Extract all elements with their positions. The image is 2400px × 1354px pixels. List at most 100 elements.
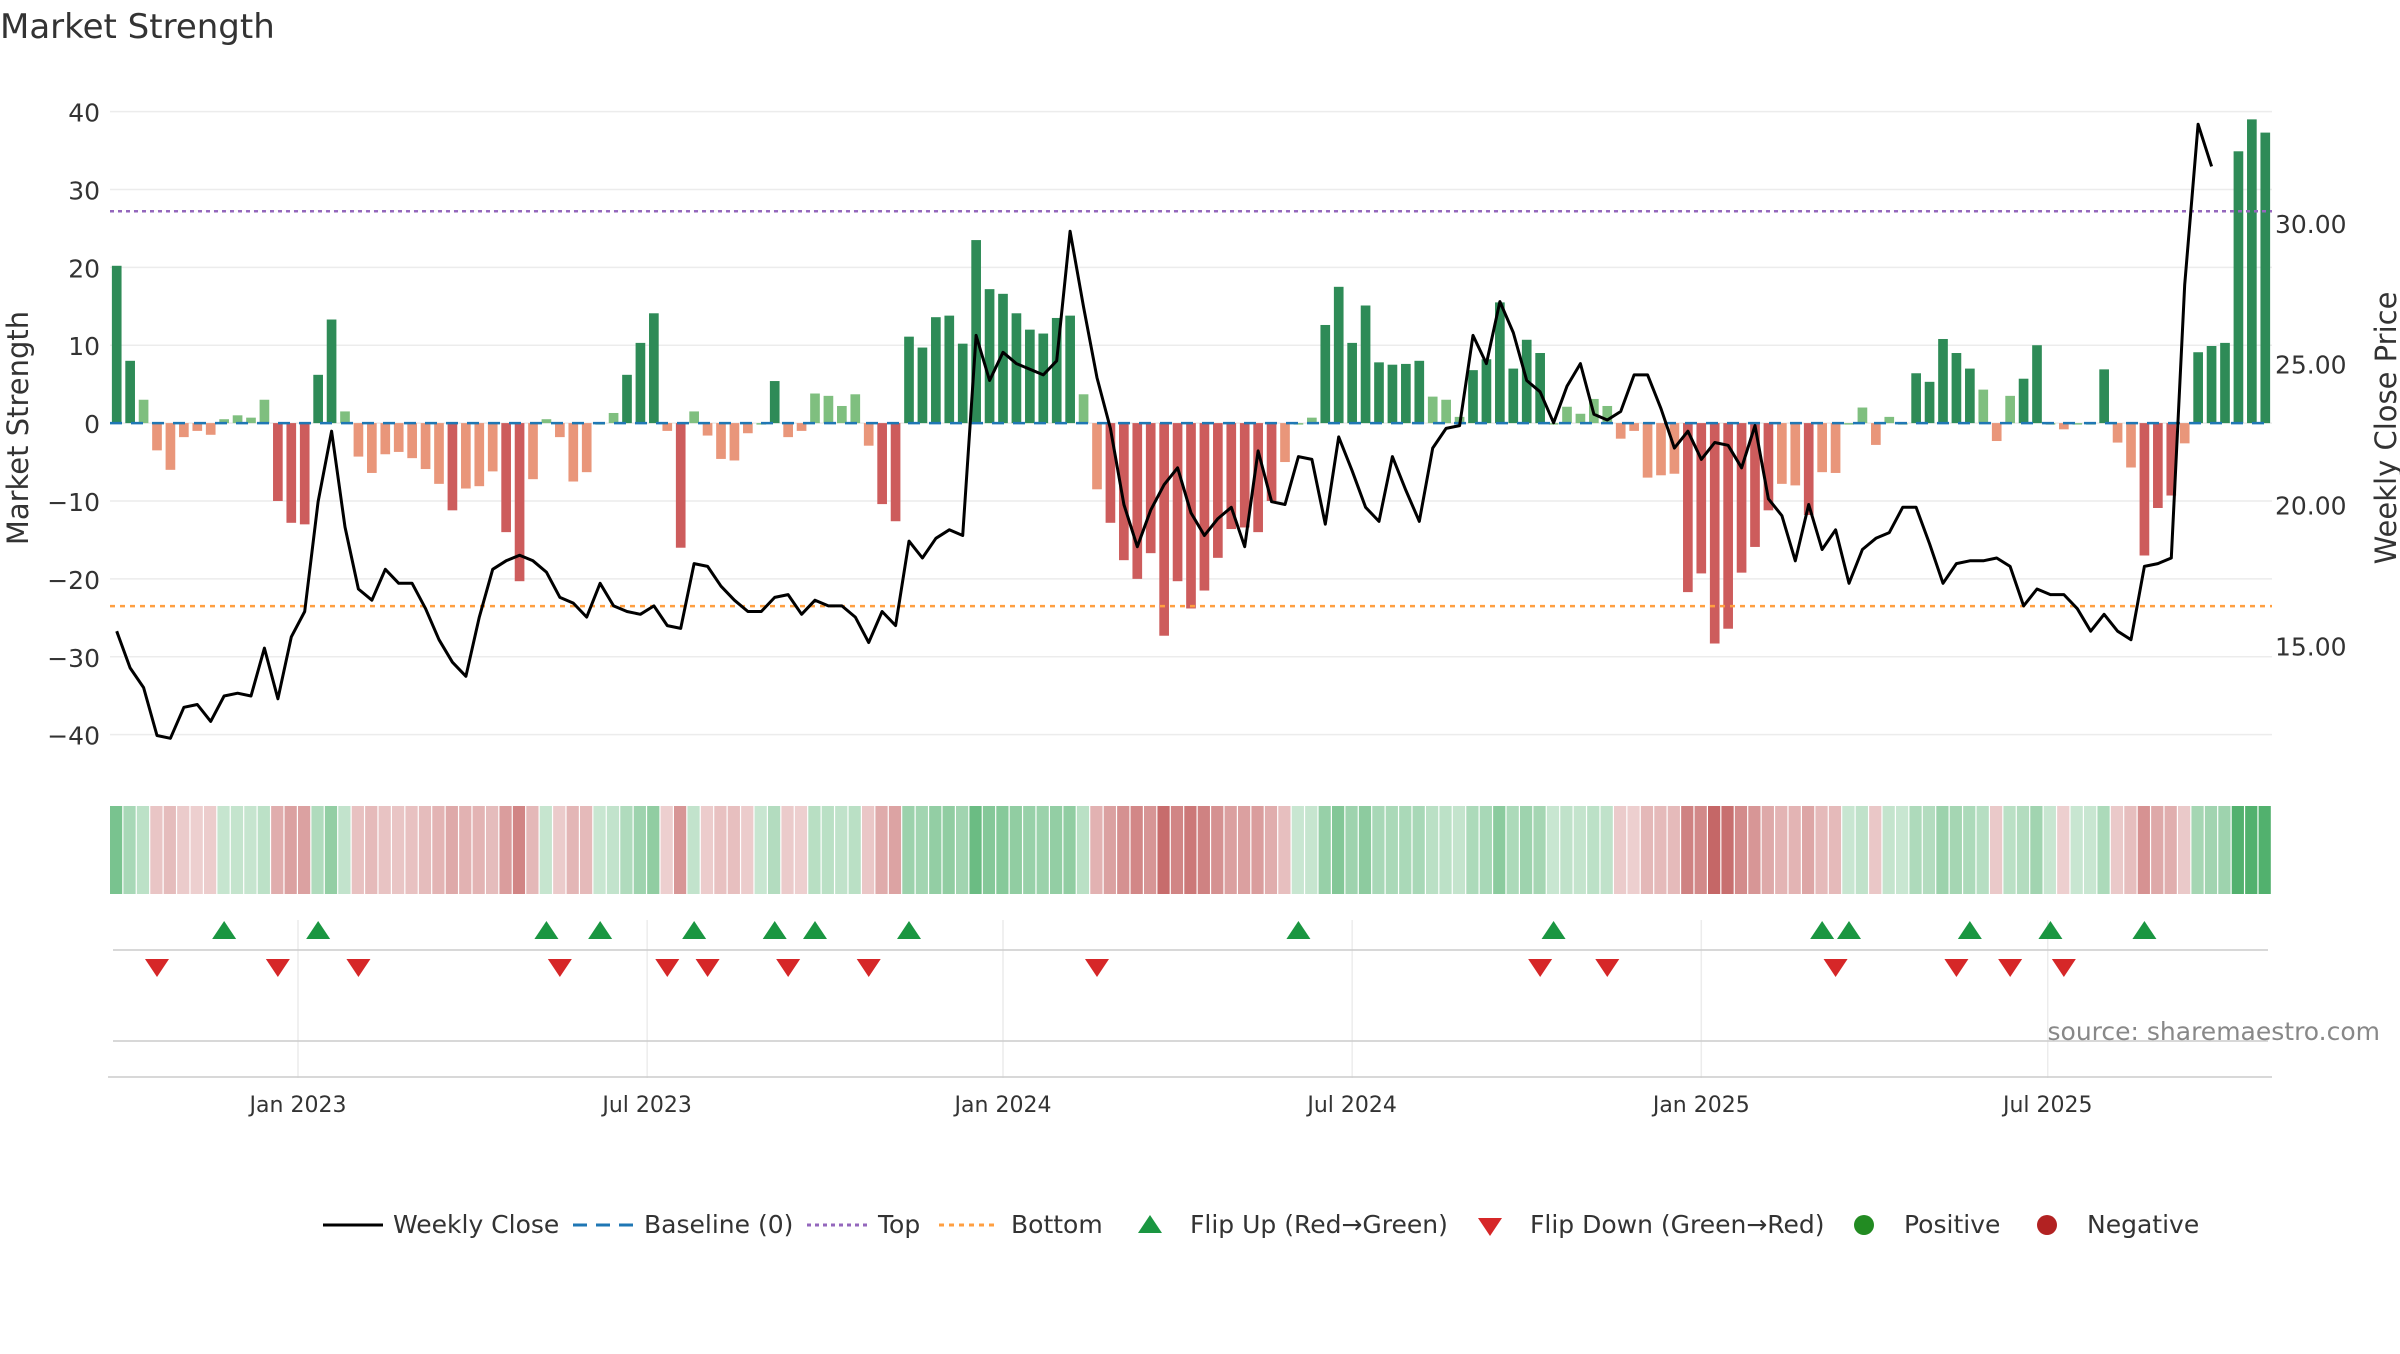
- y-axis-label: Market Strength: [1, 311, 35, 545]
- strength-bar: [219, 419, 229, 424]
- strength-bar: [232, 415, 243, 424]
- heat-cell: [821, 806, 834, 894]
- strength-bar: [1629, 423, 1639, 431]
- x-tick-label: Jul 2024: [1305, 1093, 1397, 1118]
- strength-bar: [2099, 369, 2109, 424]
- heat-cell: [1023, 806, 1036, 894]
- heat-cell: [1412, 806, 1425, 894]
- reference-lines: [110, 210, 2272, 608]
- heat-cell: [566, 806, 579, 894]
- strength-bar: [1239, 423, 1250, 528]
- flip-down-marker: [346, 959, 371, 977]
- heat-cell: [1211, 806, 1224, 894]
- flip-up-marker: [1286, 921, 1311, 939]
- strength-bar: [1642, 423, 1653, 478]
- heat-cell: [862, 806, 875, 894]
- heat-cell: [1788, 806, 1801, 894]
- heat-cell: [956, 806, 969, 894]
- legend-swatch-flip-down: [1478, 1218, 1502, 1236]
- strength-bar: [1092, 423, 1102, 490]
- heat-cell: [257, 806, 270, 894]
- heat-cell: [1358, 806, 1372, 894]
- heat-cell: [1238, 806, 1251, 894]
- heat-cell: [674, 806, 687, 894]
- heat-cell: [727, 806, 740, 894]
- heat-cell: [2245, 806, 2258, 894]
- strength-bar: [179, 423, 189, 438]
- strength-bar: [1736, 423, 1747, 573]
- heat-cell: [177, 806, 190, 894]
- heat-cell: [1936, 806, 1949, 894]
- y-tick-label: 10: [68, 332, 100, 361]
- x-tick-label: Jul 2023: [600, 1093, 692, 1118]
- strength-bar: [1991, 423, 2002, 442]
- heat-cell: [929, 806, 942, 894]
- heat-cell: [1721, 806, 1734, 894]
- strength-bar: [1051, 317, 1062, 424]
- strength-bar: [675, 423, 686, 548]
- heat-cell: [1627, 806, 1640, 894]
- strength-bar: [2059, 423, 2069, 430]
- y2-tick-label: 15.00: [2275, 632, 2347, 661]
- strength-bar: [971, 240, 981, 424]
- strength-bar: [1253, 423, 1263, 533]
- y2-tick-label: 25.00: [2275, 351, 2347, 380]
- strength-bar: [1777, 423, 1787, 484]
- strength-bar: [125, 360, 135, 424]
- legend-swatch-negative: [2037, 1215, 2057, 1235]
- strength-bar: [1374, 362, 1384, 424]
- strength-bar: [850, 394, 861, 424]
- heat-cell: [875, 806, 888, 894]
- heat-cell: [2016, 806, 2030, 894]
- strength-bar: [1199, 423, 1210, 591]
- heat-cell: [996, 806, 1009, 894]
- legend: Weekly Close Baseline (0) Top Bottom Flip Up…: [323, 1210, 2199, 1239]
- strength-bar: [1602, 405, 1613, 424]
- heat-cell: [1385, 806, 1398, 894]
- strength-bar: [1441, 399, 1451, 424]
- y-tick-label: −10: [47, 488, 100, 517]
- heat-cell: [593, 806, 606, 894]
- strength-bar: [984, 289, 995, 424]
- strength-bar: [1884, 416, 1895, 424]
- heat-cell: [1332, 806, 1345, 894]
- heat-cell: [1493, 806, 1506, 894]
- strength-bar: [152, 423, 162, 451]
- heat-cell: [888, 806, 902, 894]
- heat-cell: [123, 806, 136, 894]
- strength-bar: [2193, 352, 2203, 424]
- heat-cell: [2084, 806, 2097, 894]
- heat-cell: [848, 806, 861, 894]
- strength-bar: [2139, 423, 2150, 556]
- heat-cell: [553, 806, 566, 894]
- flip-down-marker: [1998, 959, 2023, 977]
- heat-cell: [365, 806, 378, 894]
- flip-up-marker: [803, 921, 827, 939]
- legend-label: Positive: [1904, 1210, 2000, 1239]
- strength-bar: [2260, 132, 2271, 424]
- strength-bar: [246, 417, 256, 424]
- strength-bar: [2153, 423, 2163, 508]
- strength-bar: [1038, 333, 1049, 424]
- heat-cell: [1694, 806, 1707, 894]
- strength-bars: [111, 119, 2271, 644]
- heat-cell: [1090, 806, 1103, 894]
- heat-cell: [338, 806, 351, 894]
- strength-bar: [2072, 423, 2083, 425]
- strength-bar: [1535, 353, 1545, 424]
- heat-cell: [1963, 806, 1976, 894]
- flip-up-marker: [1541, 921, 1566, 939]
- heat-cell: [405, 806, 418, 894]
- y2-tick-label: 30.00: [2275, 210, 2347, 239]
- y-tick-label: 20: [68, 254, 100, 283]
- strength-bar: [1266, 423, 1277, 501]
- strength-bar: [1307, 417, 1317, 424]
- heat-cell: [271, 806, 284, 894]
- strength-bar: [407, 423, 417, 459]
- strength-bar: [1817, 423, 1827, 473]
- strength-bar: [2247, 119, 2257, 424]
- strength-bar: [702, 423, 713, 436]
- heat-cell: [714, 806, 727, 894]
- heat-cell: [2164, 806, 2177, 894]
